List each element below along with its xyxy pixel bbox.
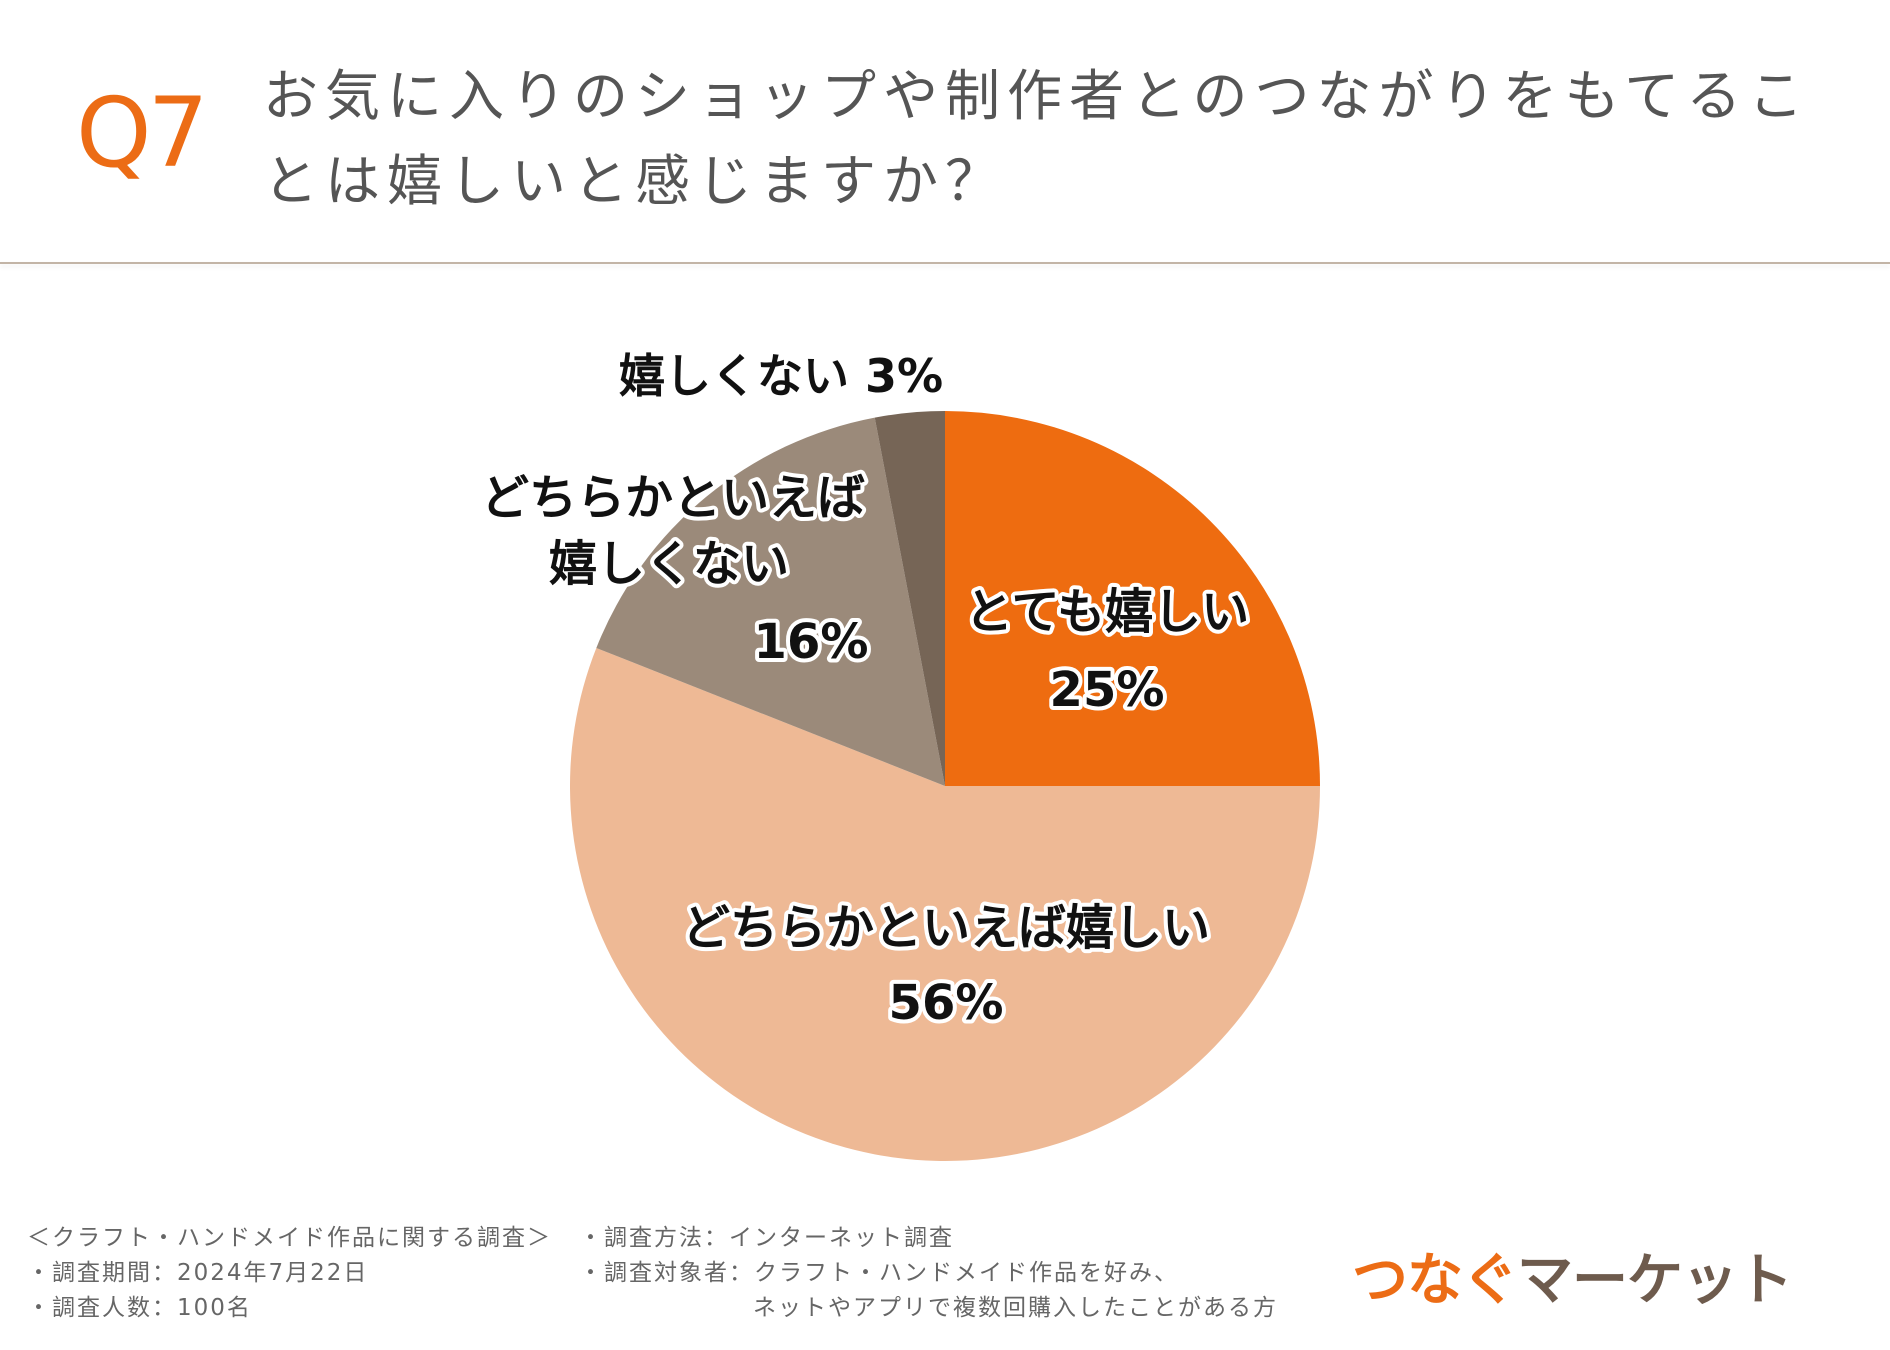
logo-part-1: つなぐ <box>1352 1247 1518 1313</box>
brand-logo: つなぐ マーケット <box>1352 1237 1852 1313</box>
pie-slice-somewhat-not-happy <box>596 417 945 786</box>
question-title-line-1: お気に入りのショップや制作者とのつながりをもてるこ <box>263 64 1811 128</box>
header-divider <box>0 262 1890 264</box>
slice-label-somewhat-not-happy-line-2: 嬉しくない <box>549 536 789 592</box>
header: Q7 お気に入りのショップや制作者とのつながりをもてるこ とは嬉しいと感じますか… <box>0 0 1890 263</box>
slice-value-somewhat-not-happy: 16% <box>754 614 869 670</box>
slice-label-somewhat-not-happy-line-1: どちらかといえば <box>481 470 865 526</box>
survey-info-right: ・調査方法：インターネット調査 ・調査対象者：クラフト・ハンドメイド作品を好み、… <box>579 1221 1339 1326</box>
survey-target-line-2: ネットやアプリで複数回購入したことがある方 <box>753 1295 1278 1321</box>
survey-count: ・調査人数：100名 <box>27 1295 252 1321</box>
logo-part-2: マーケット <box>1517 1247 1793 1313</box>
slice-value-very-happy: 25% <box>1050 662 1165 718</box>
pie-slice-somewhat-happy <box>569 647 1320 1161</box>
pie-slice-very-happy <box>945 411 1320 786</box>
question-title-line-2: とは嬉しいと感じますか？ <box>263 149 1008 213</box>
slice-label-very-happy: とても嬉しい <box>965 584 1249 640</box>
slice-label-somewhat-happy: どちらかといえば嬉しい <box>682 900 1210 956</box>
survey-method: ・調査方法：インターネット調査 <box>579 1225 954 1251</box>
pie-slice-not-happy <box>874 411 945 786</box>
slice-label-not-happy: 嬉しくない <box>619 349 849 403</box>
survey-period: ・調査期間：2024年7月22日 <box>27 1260 369 1286</box>
slice-label-not-happy-group: 嬉しくない 3% <box>619 349 943 403</box>
survey-target-line-1: ・調査対象者：クラフト・ハンドメイド作品を好み、 <box>579 1260 1179 1286</box>
pie-chart: とても嬉しい 25% どちらかといえば嬉しい 56% どちらかといえば 嬉しくな… <box>477 345 1320 1161</box>
question-number: Q7 <box>76 77 209 189</box>
survey-title: ＜クラフト・ハンドメイド作品に関する調査＞ <box>27 1225 552 1251</box>
question-title: お気に入りのショップや制作者とのつながりをもてるこ とは嬉しいと感じますか？ <box>263 54 1863 224</box>
survey-info-left: ＜クラフト・ハンドメイド作品に関する調査＞ ・調査期間：2024年7月22日 ・… <box>27 1221 572 1326</box>
slice-value-not-happy: 3% <box>865 349 943 403</box>
slice-value-somewhat-happy: 56% <box>889 975 1004 1031</box>
